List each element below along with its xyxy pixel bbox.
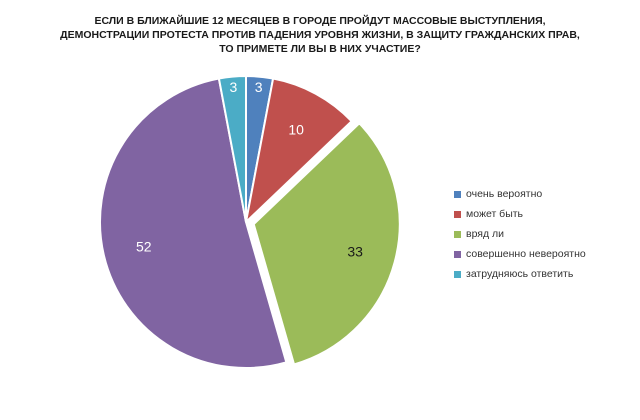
slice-maybe	[245, 77, 353, 223]
slice-hard-to-say	[217, 75, 247, 223]
legend-swatch-very-unlikely	[454, 250, 461, 258]
legend-label-very-likely: очень вероятно	[466, 188, 543, 200]
pie-data-labels: 3 10 33 52 3	[136, 79, 363, 260]
legend-label-very-unlikely: совершенно невероятно	[466, 248, 586, 260]
legend-swatch-hard-to-say	[454, 270, 461, 278]
legend-label-unlikely: вряд ли	[466, 228, 505, 240]
chart-title-line-3: ТО ПРИМЕТЕ ЛИ ВЫ В НИХ УЧАСТИЕ?	[219, 43, 421, 55]
legend-item-hard-to-say: затрудняюсь ответить	[454, 264, 634, 284]
legend-label-hard-to-say: затрудняюсь ответить	[466, 268, 574, 280]
chart-title-line-2: ДЕМОНСТРАЦИИ ПРОТЕСТА ПРОТИВ ПАДЕНИЯ УРО…	[60, 29, 580, 41]
label-very-likely: 3	[255, 79, 263, 95]
label-hard-to-say: 3	[229, 79, 237, 95]
legend-swatch-maybe	[454, 210, 461, 218]
legend-swatch-very-likely	[454, 190, 461, 198]
legend-item-very-unlikely: совершенно невероятно	[454, 244, 634, 264]
legend-item-very-likely: очень вероятно	[454, 184, 634, 204]
chart-legend: очень вероятно может быть вряд ли соверш…	[454, 184, 634, 284]
pie-slices	[99, 75, 401, 369]
label-maybe: 10	[288, 122, 304, 138]
slice-unlikely	[252, 122, 401, 366]
label-unlikely: 33	[347, 244, 363, 260]
label-very-unlikely: 52	[136, 238, 152, 254]
slice-very-unlikely	[99, 77, 288, 369]
legend-swatch-unlikely	[454, 230, 461, 238]
legend-item-unlikely: вряд ли	[454, 224, 634, 244]
chart-title: ЕСЛИ В БЛИЖАЙШИЕ 12 МЕСЯЦЕВ В ГОРОДЕ ПРО…	[0, 14, 640, 56]
legend-item-maybe: может быть	[454, 204, 634, 224]
chart-title-line-1: ЕСЛИ В БЛИЖАЙШИЕ 12 МЕСЯЦЕВ В ГОРОДЕ ПРО…	[94, 15, 546, 27]
legend-label-maybe: может быть	[466, 208, 524, 220]
